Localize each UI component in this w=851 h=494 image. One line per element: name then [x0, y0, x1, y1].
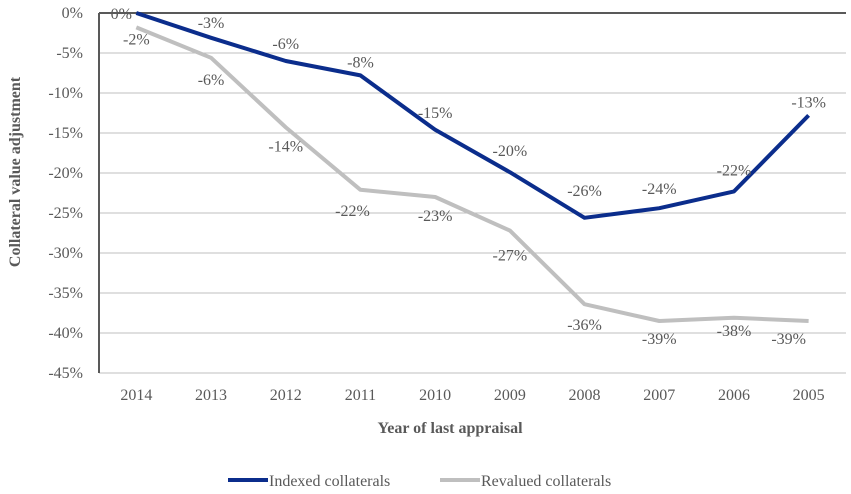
- data-label: -20%: [493, 143, 528, 160]
- data-label: -2%: [123, 31, 150, 48]
- y-tick-label: -20%: [48, 165, 83, 182]
- x-tick-label: 2012: [270, 387, 302, 404]
- x-tick-label: 2009: [494, 387, 526, 404]
- y-tick-label: -40%: [48, 325, 83, 342]
- data-label: -13%: [791, 94, 826, 111]
- data-label: -38%: [717, 323, 752, 340]
- legend-label: Revalued collaterals: [481, 473, 611, 490]
- y-axis-ticks: 0% -5% -10% -15% -20% -25% -30% -35% -40% -45%: [48, 5, 83, 382]
- data-label: 0%: [111, 6, 132, 23]
- x-tick-label: 2014: [120, 387, 152, 404]
- data-label: -22%: [717, 162, 752, 179]
- data-label: -15%: [418, 105, 453, 122]
- y-tick-label: -30%: [48, 245, 83, 262]
- data-label: -3%: [198, 15, 225, 32]
- data-label: -39%: [642, 331, 677, 348]
- revalued-collaterals-line: [135, 25, 809, 323]
- y-tick-label: -35%: [48, 285, 83, 302]
- y-axis-title: Collateral value adjustment: [7, 76, 24, 267]
- x-axis-ticks: 2014 2013 2012 2011 2010 2009 2008 2007 2006 2005: [120, 387, 824, 404]
- legend-label: Indexed collaterals: [269, 473, 390, 490]
- data-label: -27%: [493, 248, 528, 265]
- data-label: -39%: [771, 331, 806, 348]
- y-tick-label: 0%: [62, 5, 83, 22]
- x-tick-label: 2008: [569, 387, 601, 404]
- legend: Indexed collaterals Revalued collaterals: [228, 473, 611, 490]
- legend-item-indexed: Indexed collaterals: [228, 473, 390, 490]
- data-labels: 0% -3% -6% -8% -15% -20% -26% -24% -22% -13% -2% -6…: [111, 6, 826, 348]
- y-tick-label: -5%: [56, 45, 83, 62]
- legend-item-revalued: Revalued collaterals: [440, 473, 611, 490]
- data-label: -23%: [418, 208, 453, 225]
- x-tick-label: 2013: [195, 387, 227, 404]
- x-axis-title: Year of last appraisal: [377, 420, 523, 437]
- axes: [98, 12, 846, 373]
- data-label: -6%: [198, 72, 225, 89]
- data-label: -36%: [567, 317, 602, 334]
- y-tick-label: -15%: [48, 125, 83, 142]
- data-label: -26%: [567, 183, 602, 200]
- data-label: -6%: [272, 36, 299, 53]
- data-label: -8%: [347, 54, 374, 71]
- y-tick-label: -10%: [48, 85, 83, 102]
- y-tick-label: -25%: [48, 205, 83, 222]
- indexed-collaterals-line: [135, 11, 811, 220]
- x-tick-label: 2007: [643, 387, 675, 404]
- data-label: -24%: [642, 181, 677, 198]
- x-tick-label: 2010: [419, 387, 451, 404]
- x-tick-label: 2011: [345, 387, 376, 404]
- x-tick-label: 2006: [718, 387, 750, 404]
- data-label: -14%: [268, 138, 303, 155]
- x-tick-label: 2005: [793, 387, 825, 404]
- series-lines: [135, 11, 811, 323]
- data-label: -22%: [335, 203, 370, 220]
- y-tick-label: -45%: [48, 365, 83, 382]
